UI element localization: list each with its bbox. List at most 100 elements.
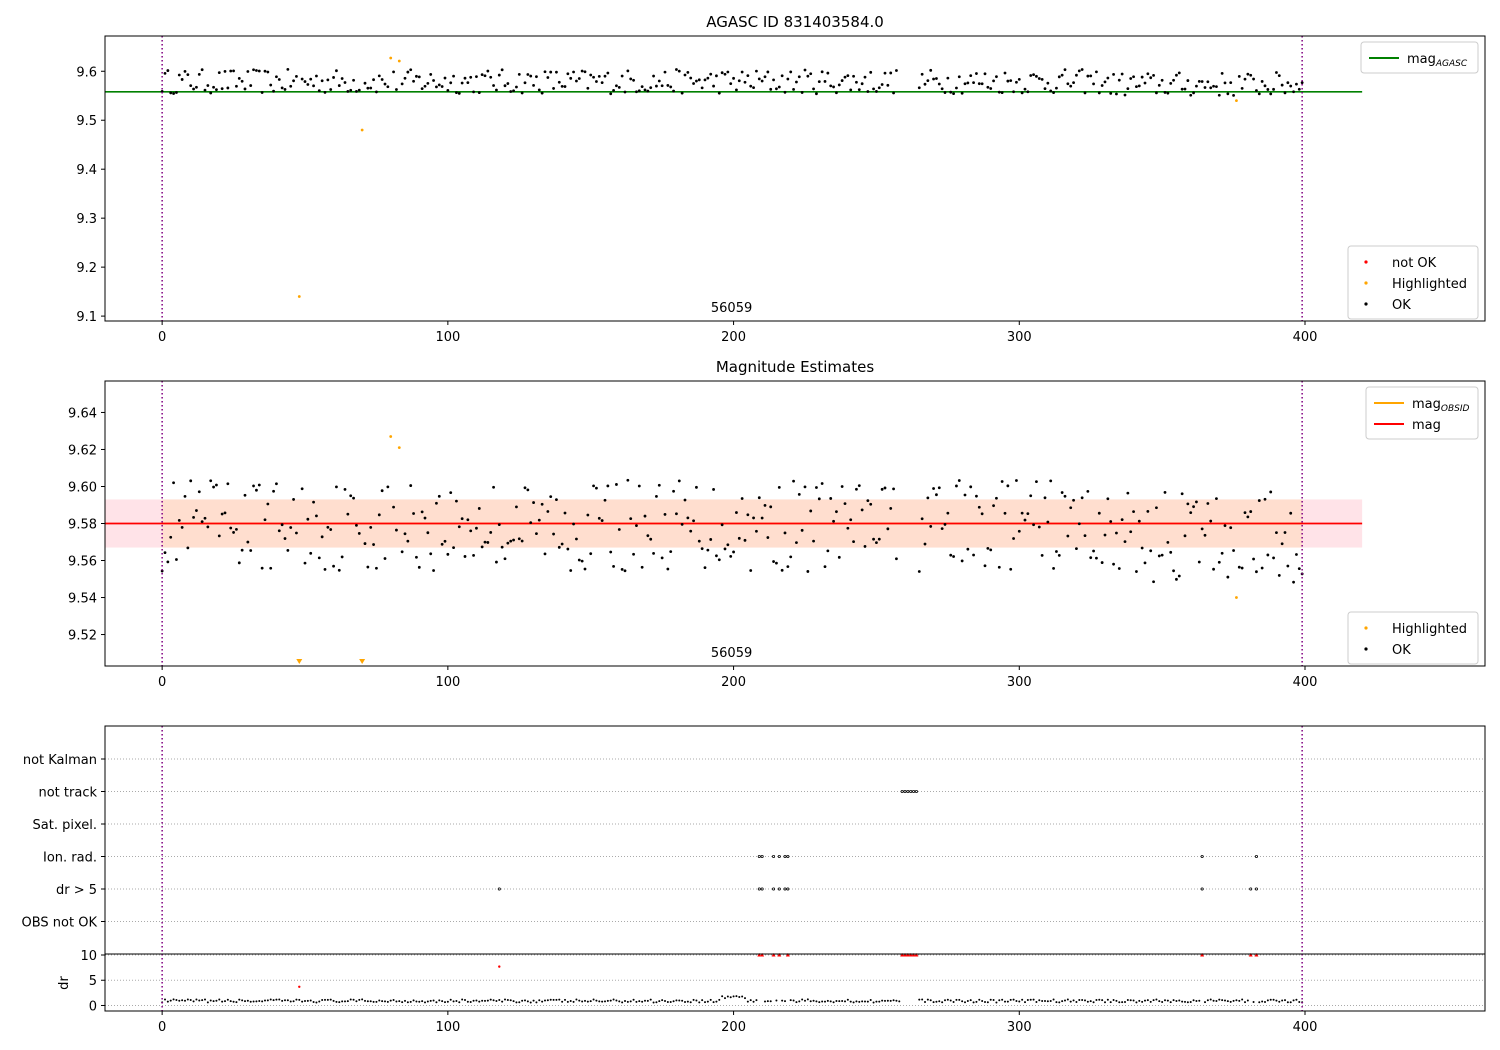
ok-point <box>626 69 630 73</box>
dr-point <box>812 999 815 1002</box>
ok-point <box>446 552 450 556</box>
ok-point <box>706 76 710 80</box>
dr-point <box>806 998 809 1001</box>
ok-point <box>983 564 987 568</box>
ok-point <box>729 555 733 558</box>
dr-point <box>372 1000 375 1003</box>
ok-point <box>1057 554 1061 557</box>
ok-point <box>1217 93 1221 97</box>
dr-point <box>518 1001 521 1004</box>
dr-point <box>261 1000 264 1003</box>
ok-point <box>215 483 218 487</box>
dr-point <box>1135 1001 1138 1004</box>
flag-point <box>497 887 501 891</box>
ok-point <box>566 547 570 551</box>
dr-point <box>264 999 266 1002</box>
highlighted-point <box>1235 99 1238 103</box>
ok-point <box>366 565 370 569</box>
ok-point <box>509 539 513 543</box>
dr-point <box>935 1000 938 1003</box>
legend-label: OK <box>1392 643 1411 658</box>
ok-point <box>1297 567 1301 571</box>
dr-point <box>581 1000 584 1003</box>
dr-point <box>449 998 452 1001</box>
dr-point <box>821 1000 824 1003</box>
ok-point <box>977 505 981 509</box>
ok-point <box>429 73 433 76</box>
dr-point <box>578 999 581 1002</box>
ok-point <box>423 516 427 520</box>
ok-point <box>1163 91 1167 94</box>
ok-point <box>857 88 861 92</box>
dr-point <box>201 999 204 1002</box>
ok-point <box>932 77 935 81</box>
ok-point <box>677 69 681 73</box>
ok-point <box>946 511 950 515</box>
dr-point <box>549 998 552 1001</box>
ok-point <box>675 68 678 71</box>
ok-point <box>260 91 264 94</box>
ok-point <box>1260 80 1264 83</box>
dr-point <box>838 1000 841 1003</box>
dr-point <box>332 999 335 1002</box>
ok-point <box>243 493 247 497</box>
ok-point <box>697 78 701 82</box>
ok-point <box>1123 93 1127 97</box>
ok-point <box>640 565 644 569</box>
dr-point <box>1261 1000 1264 1003</box>
x-tick-label: 400 <box>1293 330 1318 345</box>
ok-point <box>955 484 958 488</box>
ok-point <box>837 555 841 559</box>
dr-capped-marker <box>908 953 913 957</box>
ok-point <box>1015 80 1018 84</box>
ok-point <box>849 88 853 92</box>
ok-point <box>923 82 927 86</box>
dr-point <box>166 1000 169 1003</box>
dr-point <box>1178 999 1181 1002</box>
ok-point <box>212 85 215 89</box>
ok-point <box>643 88 647 92</box>
ok-point <box>929 525 933 528</box>
ok-point <box>220 87 224 91</box>
ok-point <box>1017 77 1021 81</box>
ok-point <box>1215 85 1218 89</box>
ok-point <box>446 89 450 92</box>
dr-point <box>755 999 758 1002</box>
dr-point <box>446 1000 449 1003</box>
ok-point <box>243 87 247 91</box>
ok-point <box>380 489 384 493</box>
ok-point <box>889 507 893 510</box>
ok-point <box>712 488 715 491</box>
ok-point <box>955 86 958 90</box>
dr-point <box>829 1000 832 1003</box>
ok-point <box>1295 82 1298 86</box>
dr-point <box>972 1001 975 1004</box>
ok-point <box>495 88 498 92</box>
ok-point <box>237 561 241 565</box>
ok-point <box>615 483 618 486</box>
x-tick-label: 300 <box>1007 330 1032 345</box>
ok-point <box>763 75 767 79</box>
dr-point <box>504 998 506 1001</box>
ok-point <box>175 91 178 94</box>
ok-point <box>917 86 921 90</box>
dr-point <box>1172 999 1175 1002</box>
dr-point <box>1244 1001 1246 1004</box>
ok-point <box>817 497 821 501</box>
ok-point <box>223 69 227 73</box>
ok-point <box>1086 74 1090 78</box>
panel2-title: Magnitude Estimates <box>716 358 874 376</box>
ok-point <box>660 556 664 560</box>
ok-point <box>180 525 184 529</box>
ok-point <box>772 560 775 563</box>
ok-point <box>1032 73 1035 77</box>
ok-point <box>492 485 495 489</box>
ok-point <box>966 81 970 85</box>
ok-point <box>335 485 338 489</box>
ok-point <box>549 495 553 499</box>
dr-point <box>341 1000 344 1003</box>
ok-point <box>469 75 473 79</box>
ok-point <box>486 69 490 73</box>
dr-point <box>309 999 312 1002</box>
ok-point <box>709 538 713 541</box>
